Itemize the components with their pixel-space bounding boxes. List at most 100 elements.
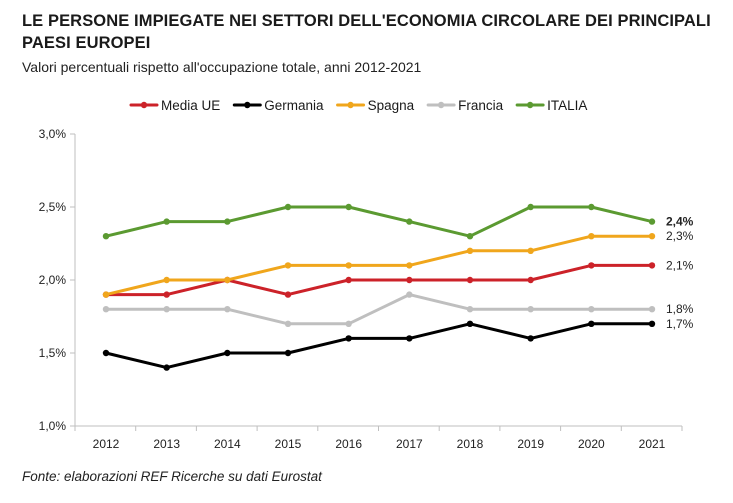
data-point [527, 247, 534, 254]
data-point [466, 276, 474, 284]
data-point [588, 233, 595, 240]
legend-item: ITALIA [515, 98, 587, 113]
series-line [104, 263, 654, 297]
data-point [163, 218, 170, 225]
y-tick-label: 1,0% [39, 419, 67, 433]
data-point [648, 320, 656, 327]
chart-axes: 1,0% 1,5% 2,0% 2,5% 3,0% 2012 2013 2014 2015 2016… [39, 127, 683, 451]
x-tick-label: 2019 [517, 437, 544, 451]
y-tick-label: 1,5% [39, 346, 67, 360]
data-point [588, 306, 595, 313]
data-point [284, 203, 292, 211]
data-point [102, 291, 110, 298]
legend-label: Spagna [368, 98, 415, 113]
y-tick-label: 2,5% [39, 200, 67, 214]
data-point [406, 335, 413, 342]
series-francia [102, 291, 656, 327]
x-tick-label: 2021 [639, 437, 666, 451]
data-point [284, 320, 292, 327]
data-point [102, 306, 110, 313]
data-point [527, 306, 534, 313]
series-line [104, 293, 654, 326]
data-point [466, 247, 474, 254]
data-point [527, 276, 534, 284]
data-point [345, 276, 352, 284]
chart-legend: Media UE Germania Spagna Francia ITALIA [129, 98, 587, 113]
data-point [224, 306, 231, 313]
y-tick-label: 3,0% [39, 127, 67, 141]
series-italia [102, 203, 656, 240]
legend-item: Spagna [336, 98, 415, 113]
x-tick-label: 2016 [335, 437, 362, 451]
data-point [648, 306, 656, 313]
data-point [406, 262, 413, 269]
series-line [104, 322, 654, 370]
y-tick-label: 2,0% [39, 273, 67, 287]
x-tick-label: 2017 [396, 437, 423, 451]
legend-label: Germania [264, 98, 324, 113]
data-point [588, 203, 595, 211]
series-line [104, 205, 654, 238]
chart-title: LE PERSONE IMPIEGATE NEI SETTORI DELL'EC… [22, 12, 711, 52]
end-label: 1,8% [666, 302, 694, 316]
data-point [163, 276, 170, 284]
end-label: 2,1% [666, 258, 694, 272]
data-point [163, 291, 170, 298]
legend-marker [140, 101, 148, 109]
data-point [466, 306, 474, 313]
chart-series: 2,4%2,3% 2,1% 1,8%1,7% [102, 203, 694, 371]
chart-subtitle: Valori percentuali rispetto all'occupazi… [22, 59, 422, 75]
x-tick-label: 2012 [93, 437, 120, 451]
data-point [588, 320, 595, 327]
data-point [345, 320, 352, 327]
data-point [284, 291, 292, 298]
x-tick-label: 2020 [578, 437, 605, 451]
data-point [406, 291, 413, 298]
data-point [224, 276, 231, 284]
legend-item: Media UE [129, 98, 220, 113]
data-point [345, 335, 352, 342]
legend-item: Francia [426, 98, 504, 113]
series-germania [102, 320, 656, 371]
x-tick-label: 2013 [153, 437, 180, 451]
end-label: 1,7% [666, 317, 694, 331]
end-label: 2,3% [666, 229, 694, 243]
data-point [345, 262, 352, 269]
data-point [224, 349, 231, 357]
data-point [163, 364, 170, 371]
data-point [284, 349, 292, 357]
data-point [588, 262, 595, 269]
data-point [527, 335, 534, 342]
x-tick-label: 2015 [275, 437, 302, 451]
series-media-ue [102, 262, 656, 298]
legend-label: Francia [458, 98, 504, 113]
data-point [102, 233, 110, 240]
legend-marker [244, 101, 251, 109]
legend-marker [526, 101, 534, 109]
x-tick-label: 2014 [214, 437, 241, 451]
data-point [648, 218, 656, 225]
data-point [102, 349, 110, 357]
series-line [104, 234, 654, 297]
legend-marker [437, 101, 445, 109]
legend-label: Media UE [161, 98, 220, 113]
data-point [345, 203, 352, 211]
data-point [648, 233, 656, 240]
data-point [527, 203, 534, 211]
data-point [224, 218, 231, 225]
legend-item: Germania [232, 98, 324, 113]
data-point [406, 276, 413, 284]
legend-label: ITALIA [547, 98, 587, 113]
data-point [284, 262, 292, 269]
source-note: Fonte: elaborazioni REF Ricerche su dati… [22, 469, 322, 484]
data-point [466, 320, 474, 327]
data-point [648, 262, 656, 269]
data-point [466, 233, 474, 240]
data-point [163, 306, 170, 313]
data-point [406, 218, 413, 225]
legend-marker [347, 101, 354, 109]
x-tick-label: 2018 [457, 437, 484, 451]
end-label: 2,4% [666, 215, 694, 229]
series-spagna [102, 233, 656, 298]
